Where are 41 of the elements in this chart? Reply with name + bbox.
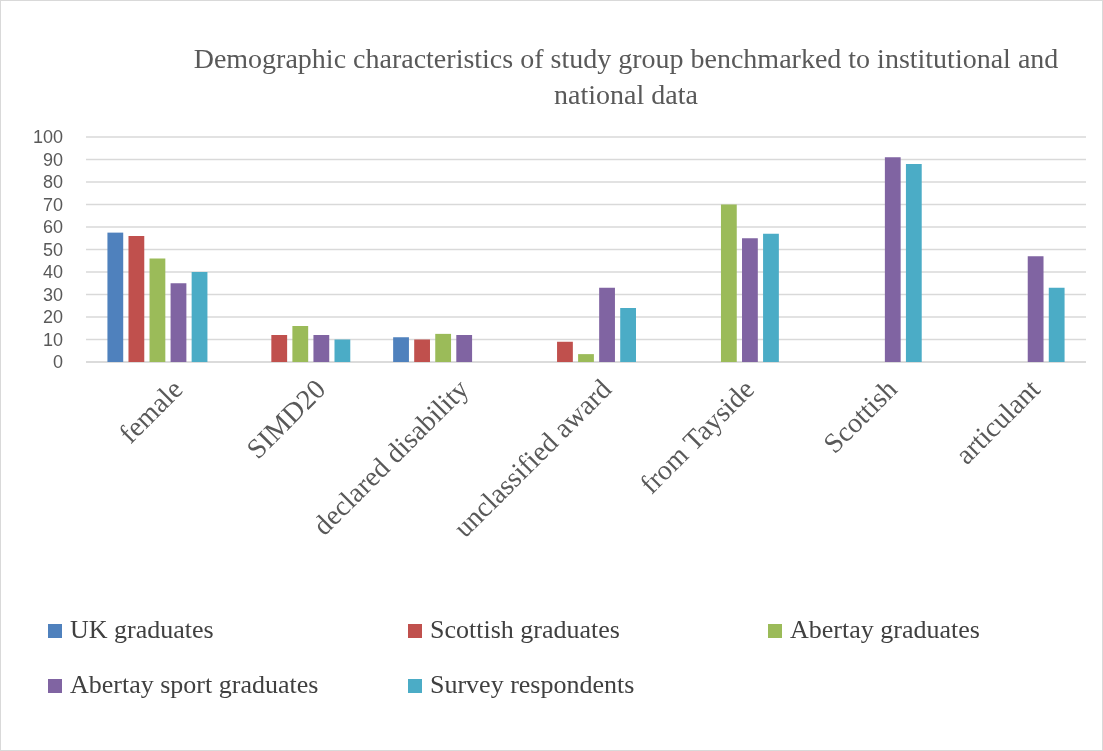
bar [292, 326, 309, 362]
bar [107, 232, 124, 362]
bar [720, 204, 737, 362]
y-tick-label: 50 [42, 239, 63, 260]
bar [456, 335, 473, 362]
bar [313, 335, 330, 362]
bar [905, 164, 922, 362]
bar [393, 337, 409, 362]
bar [149, 258, 166, 362]
legend-label: Abertay graduates [790, 615, 980, 644]
bar [578, 354, 594, 362]
legend-label: UK graduates [70, 615, 214, 644]
bar [435, 333, 452, 362]
bar [128, 236, 145, 362]
y-tick-label: 20 [42, 307, 63, 328]
bar [557, 341, 573, 362]
legend-label: Survey respondents [430, 670, 635, 699]
bar [414, 339, 430, 362]
y-tick-label: 10 [42, 329, 63, 350]
bar [271, 335, 288, 362]
y-tick-label: 70 [42, 194, 63, 215]
y-tick-label: 90 [42, 149, 63, 170]
bar [191, 272, 208, 362]
y-tick-label: 40 [42, 262, 63, 283]
legend-label: Scottish graduates [430, 615, 620, 644]
chart-title: Demographic characteristics of study group benchmarked to institutional and national data [193, 43, 1059, 110]
bar [1048, 287, 1065, 362]
y-tick-label: 60 [42, 217, 63, 238]
bar [763, 233, 779, 362]
bar [599, 287, 615, 362]
legend-label: Abertay sport graduates [70, 670, 319, 699]
y-tick-label: 100 [32, 127, 63, 148]
bar [884, 157, 901, 362]
y-tick-label: 80 [42, 172, 63, 193]
bar [1027, 256, 1044, 362]
bar [620, 308, 636, 362]
bar [334, 339, 351, 362]
bar [170, 283, 187, 362]
y-tick-label: 30 [42, 284, 63, 305]
y-tick-label: 0 [52, 352, 63, 373]
bar [742, 238, 758, 362]
